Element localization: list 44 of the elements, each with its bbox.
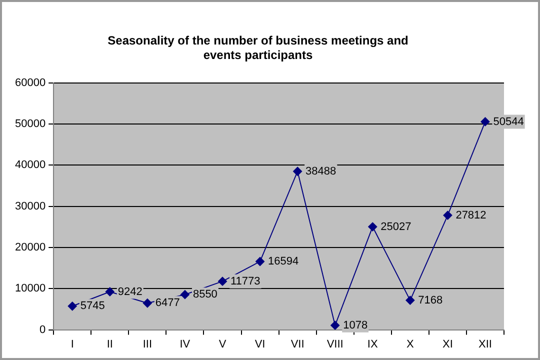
point [256,256,265,266]
x-tick-label: XI [442,338,453,350]
data-label: 38488 [306,165,336,178]
x-tick-label: IX [367,338,378,350]
point [406,296,415,305]
point [142,298,152,308]
data-label: 8550 [192,288,218,301]
point [480,117,490,126]
data-label: 7168 [418,294,443,306]
x-tick-label: III [142,338,152,350]
y-tick-label: 40000 [14,159,46,172]
data-label: 25027 [380,220,412,233]
y-tick-label: 50000 [14,118,46,130]
data-label: 27812 [456,209,486,222]
x-tick-label: I [70,338,74,350]
y-tick-label: 0 [39,324,46,336]
x-tick-label: XII [478,338,492,350]
data-label: 6477 [155,297,180,310]
x-tick-label: IV [180,338,191,350]
y-tick-label: 60000 [14,76,46,89]
point [218,276,227,286]
x-tick-label: VI [254,338,266,350]
point [105,287,114,296]
data-label: 1078 [343,319,368,332]
x-tick-label: VIII [326,338,344,350]
data-label: 9242 [118,286,142,298]
data-label: 11773 [230,275,260,288]
x-tick-label: X [406,338,414,350]
y-tick-label: 20000 [14,242,46,254]
point [368,222,378,232]
data-label: 16594 [268,256,299,268]
point [293,166,302,176]
x-tick-label: V [218,338,227,350]
x-tick-label: VII [290,338,304,350]
point [180,290,190,300]
chart-title: Seasonality of the number of business meetings and events participants [108,34,408,62]
point [330,320,340,330]
y-tick-label: 10000 [14,282,46,295]
x-tick-label: II [106,338,113,350]
data-label: 50544 [493,116,524,128]
point [68,302,77,311]
point [443,210,452,220]
y-tick-label: 30000 [14,200,46,212]
data-label: 5745 [80,300,105,312]
